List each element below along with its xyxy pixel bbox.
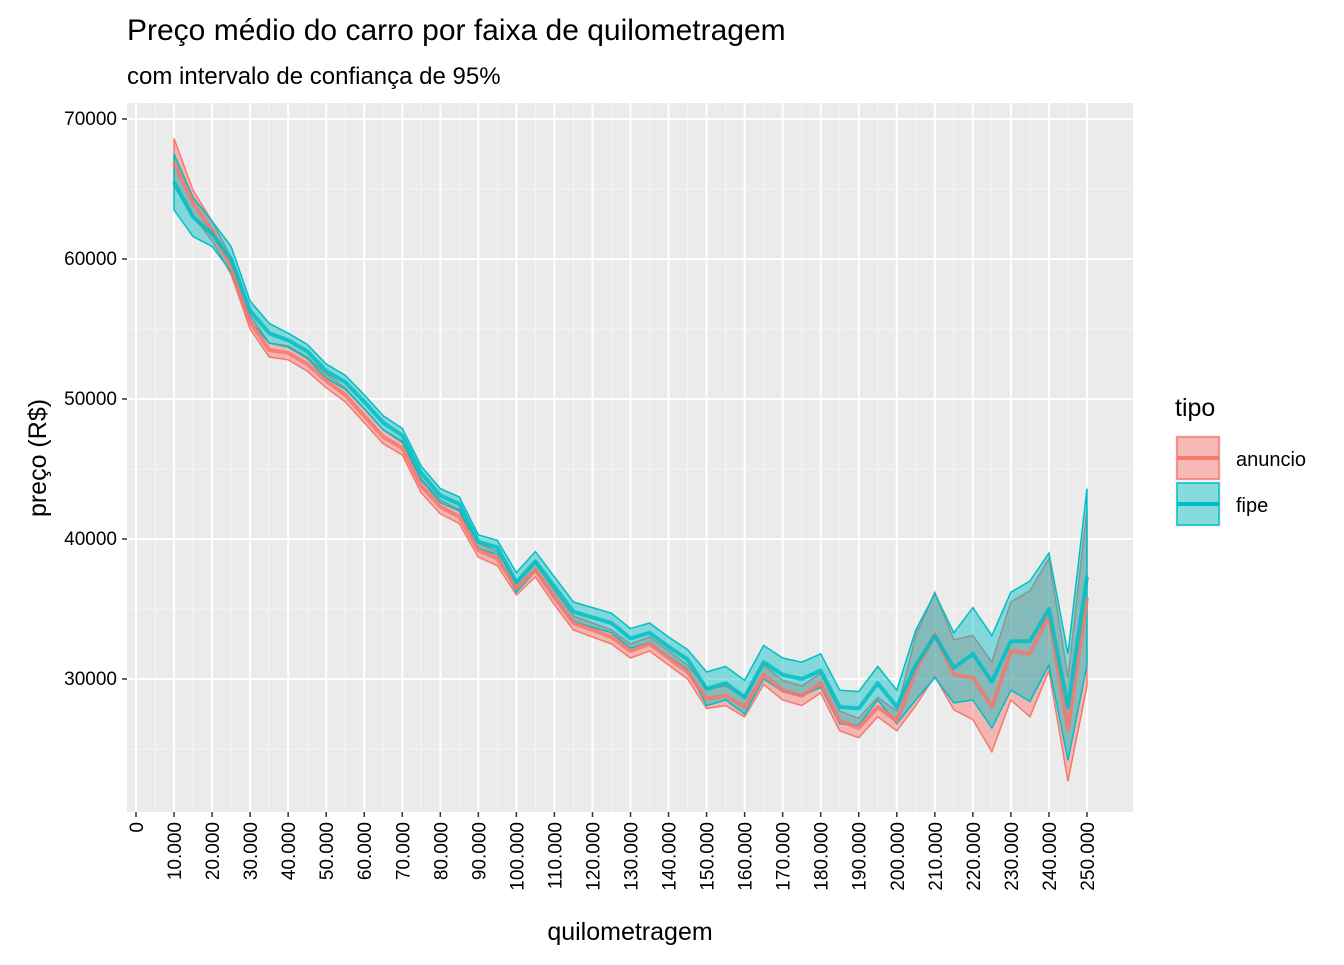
x-tick-label: 50.000 — [317, 822, 338, 880]
x-tick-label: 70.000 — [393, 822, 414, 880]
x-axis-label: quilometragem — [547, 918, 712, 946]
x-tick-label: 80.000 — [431, 822, 452, 880]
x-tick-label: 220.000 — [964, 822, 985, 891]
legend-label: anuncio — [1236, 449, 1306, 471]
legend-label: fipe — [1236, 495, 1268, 517]
x-tick-label: 110.000 — [545, 822, 566, 889]
chart-subtitle: com intervalo de confiança de 95% — [127, 63, 501, 90]
legend-title: tipo — [1175, 394, 1215, 422]
x-tick-label: 120.000 — [583, 822, 604, 891]
x-tick-label: 0 — [127, 822, 148, 833]
x-tick-label: 210.000 — [926, 822, 947, 891]
x-tick-label: 190.000 — [850, 822, 871, 891]
x-tick-label: 250.000 — [1078, 822, 1099, 891]
x-tick-label: 180.000 — [812, 822, 833, 891]
x-tick-label: 20.000 — [203, 822, 224, 880]
chart-title: Preço médio do carro por faixa de quilom… — [127, 14, 786, 47]
x-tick-label: 10.000 — [165, 822, 186, 880]
y-tick-label: 50000 — [64, 389, 117, 410]
x-tick-label: 60.000 — [355, 822, 376, 880]
y-axis-label: preço (R$) — [24, 399, 52, 517]
x-tick-label: 140.000 — [660, 822, 681, 891]
x-tick-label: 130.000 — [622, 822, 643, 891]
x-tick-label: 160.000 — [736, 822, 757, 891]
x-tick-label: 40.000 — [279, 822, 300, 880]
x-tick-label: 230.000 — [1002, 822, 1023, 891]
x-tick-label: 170.000 — [774, 822, 795, 891]
y-tick-label: 70000 — [64, 109, 117, 130]
x-tick-label: 200.000 — [888, 822, 909, 891]
x-tick-label: 30.000 — [241, 822, 262, 880]
x-tick-label: 240.000 — [1040, 822, 1061, 891]
x-tick-label: 90.000 — [469, 822, 490, 880]
mean-line — [172, 181, 1089, 711]
y-tick-label: 40000 — [64, 529, 117, 550]
x-tick-label: 150.000 — [698, 822, 719, 891]
x-tick-label: 100.000 — [507, 822, 528, 891]
y-tick-label: 30000 — [64, 669, 117, 690]
y-tick-label: 60000 — [64, 249, 117, 270]
